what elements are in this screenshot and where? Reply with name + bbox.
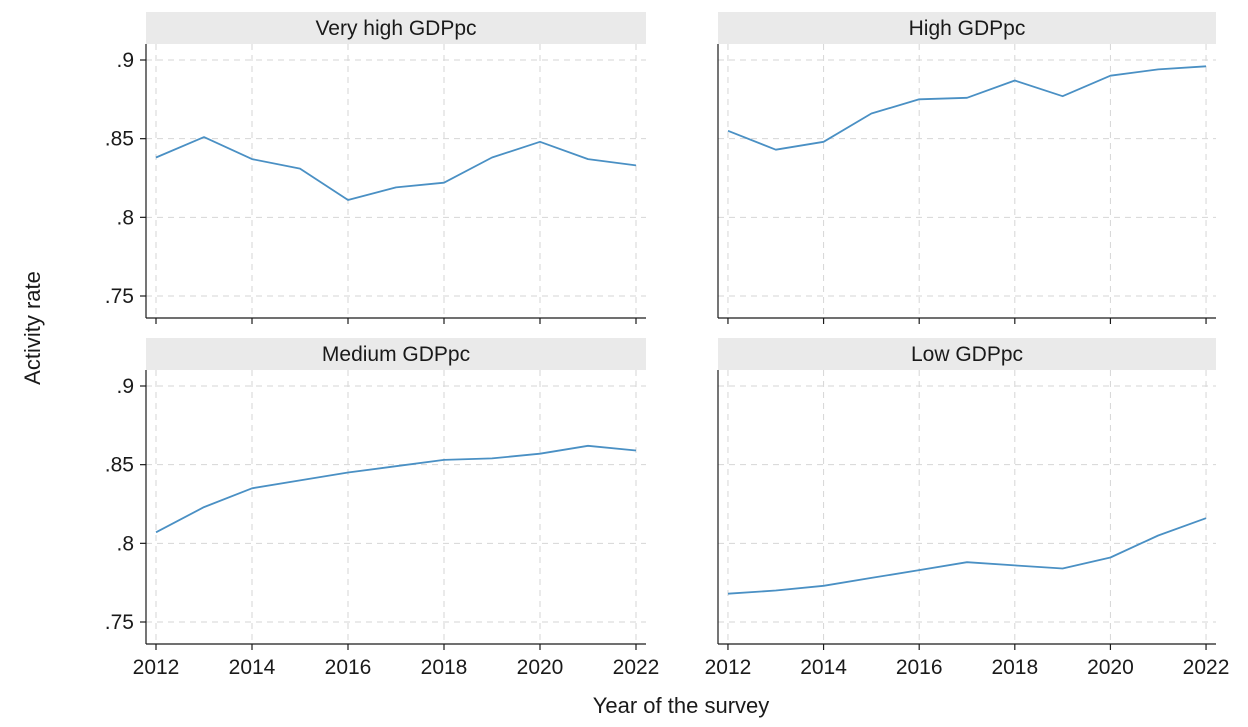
x-tick-label: 2022 bbox=[613, 656, 660, 679]
x-tick-label: 2016 bbox=[325, 656, 372, 679]
x-tick-label: 2020 bbox=[517, 656, 564, 679]
y-axis-title: Activity rate bbox=[20, 271, 45, 385]
x-tick-label: 2018 bbox=[421, 656, 468, 679]
panel-1: Very high GDPpc .75 .8 .85 .9 bbox=[105, 12, 646, 324]
panel-3: Medium GDPpc .75 .8 .85 .9 2012 2014 2016 2018 20… bbox=[105, 338, 660, 679]
y-tick-label: .85 bbox=[105, 454, 134, 477]
y-tick-label: .8 bbox=[116, 206, 134, 229]
series-line bbox=[155, 444, 637, 534]
series-line bbox=[727, 517, 1207, 595]
x-tick-label: 2022 bbox=[1183, 656, 1230, 679]
y-tick-label: .9 bbox=[116, 49, 134, 72]
panel-strip bbox=[718, 12, 1216, 44]
panel-2: High GDPpc bbox=[717, 12, 1216, 324]
x-tick-label: 2016 bbox=[896, 656, 943, 679]
y-tick-label: .75 bbox=[105, 285, 134, 308]
y-tick-label: .9 bbox=[116, 375, 134, 398]
y-tick-label: .75 bbox=[105, 611, 134, 634]
x-tick-label: 2020 bbox=[1087, 656, 1134, 679]
x-tick-label: 2012 bbox=[133, 656, 180, 679]
panel-title: Very high GDPpc bbox=[315, 17, 476, 40]
x-tick-label: 2018 bbox=[991, 656, 1038, 679]
x-tick-label: 2014 bbox=[229, 656, 276, 679]
series-line bbox=[155, 136, 637, 201]
x-tick-label: 2012 bbox=[705, 656, 752, 679]
x-axis-title: Year of the survey bbox=[593, 693, 770, 718]
y-tick-label: .85 bbox=[105, 128, 134, 151]
panel-strip bbox=[146, 12, 646, 44]
panel-title: Low GDPpc bbox=[911, 343, 1023, 366]
panel-strip bbox=[718, 338, 1216, 370]
panel-4: Low GDPpc 2012 2014 2016 2018 2020 2022 bbox=[705, 338, 1230, 679]
panel-strip bbox=[146, 338, 646, 370]
series-line bbox=[727, 65, 1207, 151]
panel-title: Medium GDPpc bbox=[322, 343, 470, 366]
y-tick-label: .8 bbox=[116, 532, 134, 555]
x-tick-label: 2014 bbox=[800, 656, 847, 679]
panel-title: High GDPpc bbox=[909, 17, 1026, 40]
